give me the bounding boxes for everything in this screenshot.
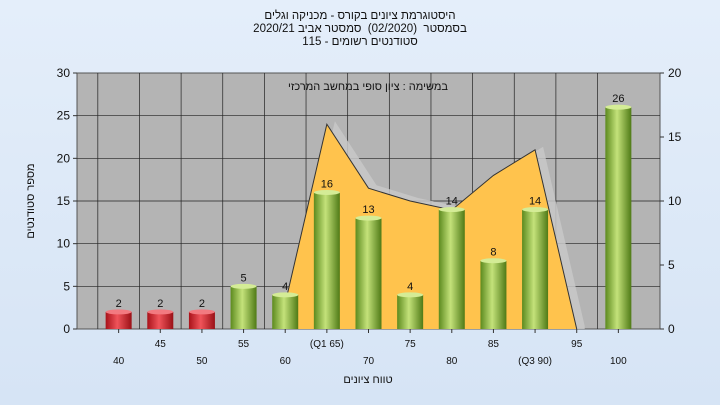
bar-top <box>438 207 465 213</box>
bar <box>605 107 632 329</box>
bar-top <box>230 283 257 289</box>
data-label: 2 <box>157 298 163 310</box>
chart-title-line-3: סטודנטים רשומים - 115 <box>302 36 418 48</box>
x-axis-label: טווח ציונים <box>343 374 392 386</box>
bar <box>355 218 382 329</box>
bar-top <box>397 292 424 298</box>
data-label: 14 <box>529 196 541 208</box>
y-tick-label: 25 <box>57 109 71 123</box>
y-tick-label: 5 <box>63 279 70 293</box>
y-tick-label: 15 <box>57 194 71 208</box>
x-tick-label: 45 <box>155 339 167 350</box>
data-label: 14 <box>446 196 458 208</box>
bar-top <box>272 292 299 298</box>
bar-top <box>355 215 382 221</box>
bar <box>188 311 215 329</box>
x-tick-label: 55 <box>238 339 250 350</box>
data-label: 8 <box>490 247 496 259</box>
data-label: 13 <box>362 204 374 216</box>
data-label: 2 <box>199 298 205 310</box>
bar-top <box>522 207 549 213</box>
x-tick-label: 50 <box>196 356 208 367</box>
y2-tick-label: 20 <box>668 66 682 80</box>
x-tick-label: (Q1 65) <box>310 339 344 350</box>
bar <box>522 209 549 329</box>
plot-annotation: במשימה : ציון סופי במחשב המרכזי <box>288 81 448 93</box>
x-tick-label: 70 <box>363 356 375 367</box>
bar-top <box>480 258 507 264</box>
data-label: 4 <box>407 281 413 293</box>
bar <box>397 294 424 329</box>
bar <box>105 311 132 329</box>
bar-top <box>105 309 132 315</box>
bar <box>147 311 174 329</box>
y-axis-label: מספר סטודנטים <box>25 163 37 238</box>
data-label: 5 <box>241 272 247 284</box>
bar <box>438 209 465 329</box>
y2-tick-label: 0 <box>668 322 675 336</box>
y2-tick-label: 15 <box>668 130 682 144</box>
data-label: 26 <box>612 93 624 105</box>
x-tick-label: 85 <box>488 339 500 350</box>
y-tick-label: 20 <box>57 151 71 165</box>
x-tick-label: 80 <box>446 356 458 367</box>
data-label: 4 <box>282 281 288 293</box>
x-tick-label: 40 <box>113 356 125 367</box>
bar-top <box>605 104 632 110</box>
data-label: 2 <box>116 298 122 310</box>
bar <box>230 286 257 329</box>
x-tick-label: 95 <box>571 339 583 350</box>
bar-top <box>147 309 174 315</box>
bar <box>313 192 340 329</box>
area-series-line <box>284 122 578 330</box>
y-tick-label: 10 <box>57 237 71 251</box>
bar <box>480 260 507 329</box>
y2-tick-label: 5 <box>668 258 675 272</box>
bar-top <box>188 309 215 315</box>
y-tick-label: 30 <box>57 66 71 80</box>
y2-tick-label: 10 <box>668 194 682 208</box>
y-tick-label: 0 <box>63 322 70 336</box>
bar <box>272 294 299 329</box>
data-label: 16 <box>321 178 333 190</box>
chart-title-block: היסטוגרמת ציונים בקורס - מכניקה וגלים בס… <box>0 10 720 49</box>
x-tick-label: 60 <box>280 356 292 367</box>
chart-title-line-2: בסמסטר (02/2020) סמסטר אביב 2020/21 <box>253 23 467 35</box>
chart-title-line-1: היסטוגרמת ציונים בקורס - מכניקה וגלים <box>264 10 456 22</box>
x-tick-label: (Q3 90) <box>518 356 552 367</box>
x-tick-label: 75 <box>405 339 417 350</box>
bar-top <box>313 189 340 195</box>
x-tick-label: 100 <box>610 356 627 367</box>
